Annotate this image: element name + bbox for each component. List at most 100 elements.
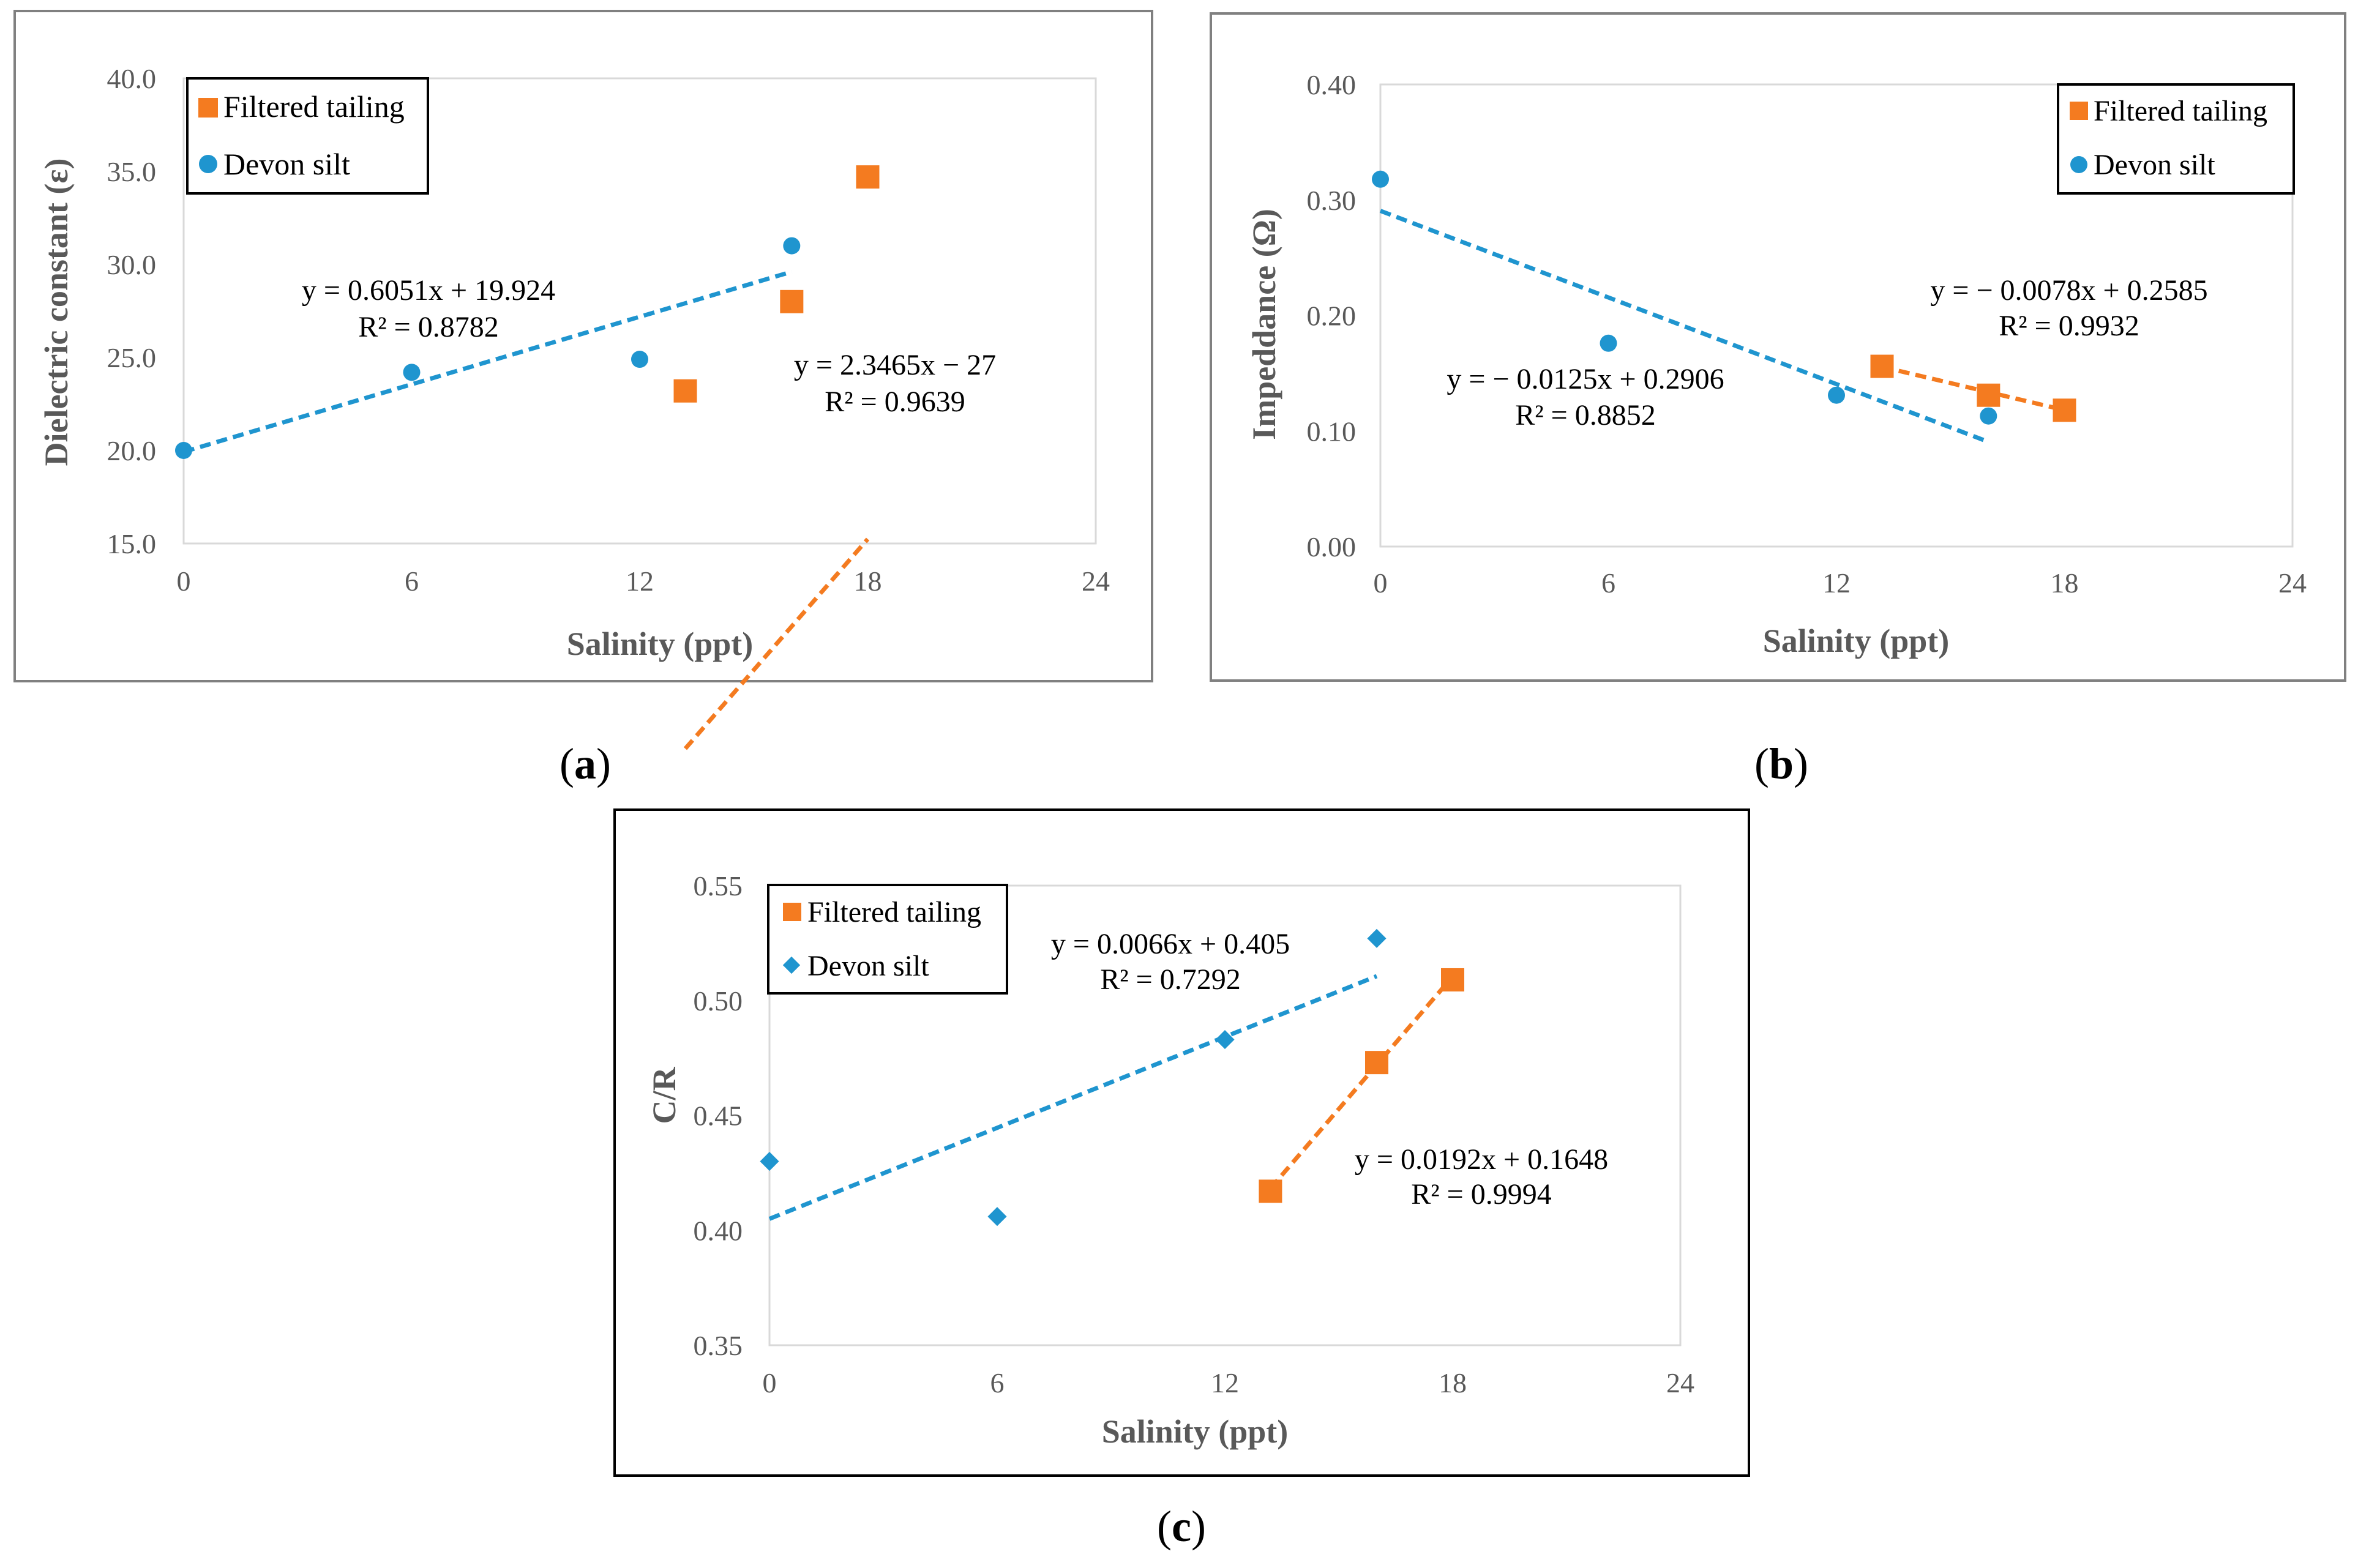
panel-b-axes bbox=[1379, 83, 2294, 548]
panel-c-x-tick-label: 0 bbox=[763, 1367, 777, 1398]
panel-a-silt-point bbox=[631, 351, 648, 368]
panel-c-silt-r2: R² = 0.7292 bbox=[1100, 963, 1240, 996]
panel-c-tailing-point bbox=[1441, 968, 1464, 991]
panel-a-silt-point bbox=[403, 364, 421, 381]
panel-c-tick-labels: 0 6 12 18 24 0.35 0.40 0.45 0.50 0.55 bbox=[694, 870, 1695, 1398]
panel-c-axes bbox=[768, 884, 1682, 1346]
panel-a-x-tick-label: 12 bbox=[626, 566, 654, 597]
panel-b: 0 6 12 18 24 0.00 0.10 0.20 0.30 0.40 Salinity (p… bbox=[1210, 12, 2346, 682]
panel-b-tailing-equation: y = − 0.0078x + 0.2585 bbox=[1930, 274, 2207, 307]
panel-a-silt-trendline bbox=[183, 269, 793, 454]
caption-b-letter: b bbox=[1769, 739, 1794, 788]
caption-b: (b) bbox=[1754, 739, 1808, 788]
panel-c-y-tick-label: 0.55 bbox=[694, 870, 743, 902]
panel-a-x-tick-label: 18 bbox=[854, 566, 882, 597]
panel-a-tick-labels: 0 6 12 18 24 15.0 20.0 25.0 30.0 35.0 40.0 bbox=[107, 63, 1110, 597]
panel-a-axes bbox=[182, 77, 1097, 545]
panel-c-legend-silt-label: Devon silt bbox=[807, 950, 929, 982]
caption-c-letter: c bbox=[1172, 1502, 1191, 1551]
panel-a-tailing-point bbox=[673, 379, 697, 403]
panel-b-x-tick-label: 12 bbox=[1822, 567, 1851, 599]
panel-a-trendlines bbox=[183, 269, 870, 750]
panel-a-legend-tailing-label: Filtered tailing bbox=[223, 89, 405, 124]
panel-b-tailing-point bbox=[1870, 354, 1894, 378]
panel-c-y-tick-label: 0.45 bbox=[694, 1100, 743, 1132]
panel-a-tailing-point bbox=[856, 165, 880, 189]
panel-b-silt-r2: R² = 0.8852 bbox=[1515, 399, 1655, 431]
panel-b-silt-point bbox=[1372, 170, 1389, 188]
panel-a-plot-area bbox=[182, 77, 1097, 545]
panel-b-tick-labels: 0 6 12 18 24 0.00 0.10 0.20 0.30 0.40 bbox=[1307, 69, 2307, 599]
panel-c-x-tick-label: 18 bbox=[1439, 1367, 1467, 1398]
panel-b-tailing-trendline bbox=[1881, 365, 2065, 413]
panel-c-silt-point bbox=[1367, 928, 1387, 948]
panel-c-silt-equation: y = 0.0066x + 0.405 bbox=[1051, 928, 1290, 960]
panel-b-y-tick-label: 0.20 bbox=[1307, 301, 1357, 332]
panel-a-x-tick-label: 24 bbox=[1082, 566, 1110, 597]
panel-c-legend-tailing-marker bbox=[783, 903, 801, 921]
panel-b-legend-tailing-label: Filtered tailing bbox=[2094, 95, 2267, 127]
panel-b-plot-area bbox=[1379, 83, 2294, 548]
panel-b-x-tick-label: 18 bbox=[2051, 567, 2079, 599]
panel-a-legend-box bbox=[186, 77, 429, 195]
panel-c-tailing-equation: y = 0.0192x + 0.1648 bbox=[1355, 1143, 1608, 1176]
panel-c-x-tick-label: 12 bbox=[1211, 1367, 1239, 1398]
panel-b-legend-silt-label: Devon silt bbox=[2094, 149, 2215, 181]
panel-c-y-tick-label: 0.50 bbox=[694, 985, 743, 1017]
panel-c-tailing-point bbox=[1259, 1179, 1282, 1203]
panel-b-silt-point bbox=[1828, 386, 1845, 404]
panel-c-legend-tailing-label: Filtered tailing bbox=[807, 896, 981, 928]
caption-c: (c) bbox=[1157, 1502, 1206, 1551]
panel-a: 0 6 12 18 24 15.0 20.0 25.0 30.0 35.0 40.0 Salinit… bbox=[13, 10, 1153, 750]
panel-b-silt-trendline bbox=[1379, 209, 1989, 444]
panel-c-y-axis-title: C/R bbox=[646, 1067, 683, 1124]
panel-a-y-tick-label: 40.0 bbox=[107, 63, 157, 94]
panel-b-legend-box bbox=[2057, 83, 2295, 195]
panel-a-tailing-r2: R² = 0.9639 bbox=[825, 386, 965, 418]
panel-c-silt-trendline bbox=[768, 974, 1378, 1221]
panel-a-tailing-point bbox=[780, 289, 804, 313]
panel-c-silt-point bbox=[987, 1207, 1007, 1226]
panel-a-legend: Filtered tailing Devon silt bbox=[186, 77, 429, 195]
panel-c-trendlines bbox=[768, 974, 1454, 1221]
caption-a: (a) bbox=[560, 739, 611, 788]
panel-b-x-tick-label: 0 bbox=[1374, 567, 1388, 599]
panel-c-x-tick-label: 24 bbox=[1666, 1367, 1694, 1398]
panel-c-silt-point bbox=[1215, 1030, 1235, 1050]
panel-b-silt-point bbox=[1980, 407, 1997, 425]
panel-b-legend: Filtered tailing Devon silt bbox=[2057, 83, 2295, 195]
panel-a-y-tick-label: 25.0 bbox=[107, 342, 157, 373]
panel-a-silt-point bbox=[783, 237, 801, 255]
panel-a-x-tick-label: 0 bbox=[177, 566, 191, 597]
panel-b-legend-tailing-marker bbox=[2070, 102, 2088, 120]
panel-b-y-tick-label: 0.40 bbox=[1307, 69, 1357, 100]
panel-c-y-tick-label: 0.35 bbox=[694, 1330, 743, 1361]
panel-b-x-tick-label: 6 bbox=[1601, 567, 1615, 599]
panel-b-y-tick-label: 0.10 bbox=[1307, 416, 1357, 447]
panel-a-tailing-trendline bbox=[683, 537, 870, 750]
panel-b-legend-silt-marker bbox=[2070, 156, 2087, 173]
panel-c-silt-point bbox=[760, 1152, 779, 1171]
panel-a-x-axis-title: Salinity (ppt) bbox=[567, 625, 754, 662]
panel-c-y-tick-label: 0.40 bbox=[694, 1215, 743, 1246]
panel-a-legend-silt-label: Devon silt bbox=[223, 147, 350, 181]
panel-b-x-tick-label: 24 bbox=[2278, 567, 2307, 599]
panel-b-points bbox=[1372, 170, 2076, 425]
panel-c-x-tick-label: 6 bbox=[990, 1367, 1005, 1398]
panel-a-legend-tailing-marker bbox=[198, 98, 218, 118]
panel-b-y-axis-title: Impeddance (Ω) bbox=[1246, 209, 1282, 440]
panel-a-silt-point bbox=[175, 442, 192, 459]
caption-a-letter: a bbox=[574, 739, 596, 788]
panel-a-y-tick-label: 30.0 bbox=[107, 249, 157, 280]
panel-b-x-axis-title: Salinity (ppt) bbox=[1763, 622, 1950, 659]
panel-c-tailing-point bbox=[1365, 1051, 1388, 1075]
panel-b-tailing-point bbox=[1977, 383, 2001, 407]
panel-b-tailing-point bbox=[2053, 398, 2076, 422]
panel-c-points bbox=[760, 928, 1464, 1226]
panel-b-silt-equation: y = − 0.0125x + 0.2906 bbox=[1447, 363, 1724, 395]
panel-b-silt-point bbox=[1600, 334, 1617, 352]
panel-a-points bbox=[175, 165, 880, 459]
panel-c-plot-area bbox=[768, 884, 1682, 1346]
panel-a-y-tick-label: 20.0 bbox=[107, 435, 157, 466]
